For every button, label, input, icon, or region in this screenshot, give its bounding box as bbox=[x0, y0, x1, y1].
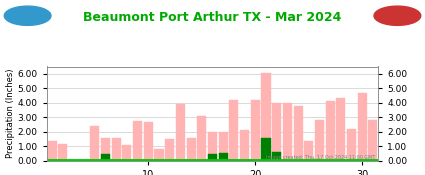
Bar bbox=[272, 152, 281, 161]
Y-axis label: Precipitation (Inches): Precipitation (Inches) bbox=[6, 69, 15, 159]
Bar bbox=[133, 121, 142, 161]
Bar bbox=[187, 138, 196, 161]
Bar bbox=[165, 139, 174, 161]
Bar bbox=[197, 116, 207, 161]
Bar bbox=[112, 138, 121, 161]
Bar bbox=[208, 132, 217, 161]
Bar bbox=[48, 141, 57, 161]
Bar bbox=[101, 155, 110, 161]
Text: Beaumont Port Arthur TX - Mar 2024: Beaumont Port Arthur TX - Mar 2024 bbox=[83, 11, 342, 24]
Bar bbox=[304, 141, 313, 161]
Bar bbox=[272, 103, 281, 161]
Bar bbox=[218, 153, 228, 161]
Bar bbox=[315, 120, 324, 161]
Bar bbox=[283, 103, 292, 161]
Bar bbox=[251, 100, 260, 161]
Bar bbox=[294, 106, 303, 161]
Bar bbox=[261, 138, 270, 161]
Bar bbox=[218, 132, 228, 161]
Bar bbox=[358, 93, 367, 161]
Bar bbox=[58, 144, 67, 161]
Bar bbox=[208, 154, 217, 161]
Bar bbox=[336, 98, 346, 161]
Bar bbox=[240, 130, 249, 161]
Bar bbox=[101, 138, 110, 161]
Bar bbox=[368, 120, 377, 161]
Bar bbox=[326, 101, 334, 161]
Bar bbox=[122, 145, 131, 161]
Bar bbox=[347, 129, 356, 161]
Bar bbox=[91, 126, 99, 161]
Bar bbox=[261, 73, 270, 161]
Bar bbox=[176, 104, 185, 161]
Bar bbox=[230, 100, 238, 161]
Text: Image created: Thu, 17 Oct 2024 11:00 GMT: Image created: Thu, 17 Oct 2024 11:00 GM… bbox=[266, 155, 375, 160]
Bar bbox=[144, 122, 153, 161]
Bar bbox=[154, 149, 164, 161]
